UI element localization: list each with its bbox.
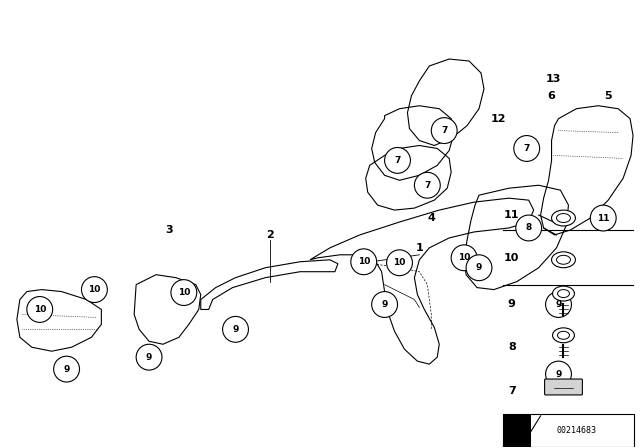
Text: 7: 7 <box>508 386 516 396</box>
Text: 10: 10 <box>88 285 100 294</box>
Text: 6: 6 <box>548 91 556 101</box>
Ellipse shape <box>552 252 575 268</box>
Text: 5: 5 <box>604 91 612 101</box>
Text: 2: 2 <box>266 230 274 240</box>
Text: 9: 9 <box>556 370 562 379</box>
Text: 11: 11 <box>504 210 520 220</box>
Ellipse shape <box>557 289 570 297</box>
Circle shape <box>54 356 79 382</box>
Circle shape <box>514 136 540 161</box>
Ellipse shape <box>552 286 575 301</box>
Circle shape <box>387 250 412 276</box>
Circle shape <box>351 249 377 275</box>
Circle shape <box>545 292 572 318</box>
Text: 9: 9 <box>63 365 70 374</box>
Text: 13: 13 <box>546 74 561 84</box>
Text: 3: 3 <box>165 225 173 235</box>
Ellipse shape <box>552 328 575 343</box>
Text: 00214683: 00214683 <box>556 426 596 435</box>
Text: 1: 1 <box>415 243 423 253</box>
Text: 9: 9 <box>476 263 482 272</box>
Text: 7: 7 <box>524 144 530 153</box>
Circle shape <box>81 277 108 302</box>
Text: 9: 9 <box>232 325 239 334</box>
Text: 9: 9 <box>146 353 152 362</box>
Text: 12: 12 <box>491 114 507 124</box>
Text: 7: 7 <box>424 181 431 190</box>
Circle shape <box>415 172 440 198</box>
Circle shape <box>171 280 196 306</box>
Text: 10: 10 <box>358 257 370 266</box>
Circle shape <box>590 205 616 231</box>
Text: 7: 7 <box>394 156 401 165</box>
Polygon shape <box>503 414 531 447</box>
Circle shape <box>372 292 397 318</box>
Circle shape <box>385 147 410 173</box>
Text: 9: 9 <box>381 300 388 309</box>
Text: 10: 10 <box>33 305 46 314</box>
Circle shape <box>516 215 541 241</box>
Text: 11: 11 <box>597 214 609 223</box>
Text: 8: 8 <box>508 342 516 352</box>
Text: 4: 4 <box>428 213 435 223</box>
Circle shape <box>545 361 572 387</box>
Text: 9: 9 <box>556 300 562 309</box>
Circle shape <box>451 245 477 271</box>
Circle shape <box>223 316 248 342</box>
Ellipse shape <box>557 255 570 264</box>
Circle shape <box>431 118 457 143</box>
Text: 10: 10 <box>394 258 406 267</box>
Circle shape <box>466 255 492 280</box>
Text: 8: 8 <box>525 224 532 233</box>
Ellipse shape <box>557 214 570 223</box>
Ellipse shape <box>557 332 570 339</box>
Ellipse shape <box>552 210 575 226</box>
Circle shape <box>27 297 52 323</box>
Bar <box>503 414 634 447</box>
Text: 10: 10 <box>458 253 470 262</box>
Circle shape <box>136 344 162 370</box>
Text: 10: 10 <box>178 288 190 297</box>
Text: 9: 9 <box>508 300 516 310</box>
Text: 7: 7 <box>441 126 447 135</box>
Text: 10: 10 <box>504 253 520 263</box>
FancyBboxPatch shape <box>545 379 582 395</box>
